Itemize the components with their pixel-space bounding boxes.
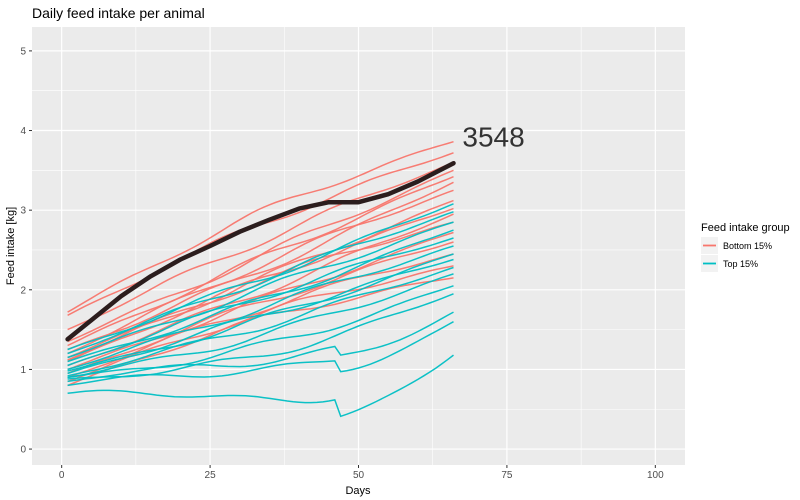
legend: Feed intake group Bottom 15% Top 15%	[701, 222, 790, 272]
series-line	[67, 258, 454, 375]
series-line	[67, 189, 454, 355]
series-line	[67, 273, 454, 379]
series-line	[67, 161, 454, 331]
series-line	[67, 221, 454, 359]
series-line	[67, 237, 454, 367]
y-axis-ticks: 0 1 2 3 4 5	[20, 46, 32, 456]
legend-label: Top 15%	[723, 259, 758, 269]
legend-label: Bottom 15%	[723, 241, 772, 251]
y-tick-label: 5	[20, 46, 26, 57]
series-line	[67, 354, 454, 418]
highlight-series	[65, 160, 456, 342]
x-tick-label: 100	[647, 470, 664, 481]
series-line	[67, 140, 454, 313]
series-line	[67, 321, 454, 387]
chart-title: Daily feed intake per animal	[32, 5, 205, 21]
x-tick-label: 25	[205, 470, 217, 481]
highlight-annotation: 3548	[462, 121, 524, 152]
series-line	[67, 266, 454, 377]
x-tick-label: 75	[501, 470, 513, 481]
series-line	[67, 241, 454, 375]
series-line	[67, 245, 454, 371]
x-tick-label: 50	[353, 470, 365, 481]
series-line	[67, 285, 454, 379]
series-line	[67, 176, 454, 347]
series-line	[67, 211, 454, 355]
x-axis-title: Days	[345, 485, 371, 497]
legend-title: Feed intake group	[701, 222, 790, 234]
y-tick-label: 0	[20, 445, 26, 456]
highlight-line	[65, 160, 456, 342]
y-tick-label: 2	[20, 285, 26, 296]
y-tick-label: 1	[20, 365, 26, 376]
y-axis-title: Feed intake [kg]	[5, 207, 17, 285]
series-line	[67, 181, 454, 351]
series-line	[67, 311, 454, 383]
series-line	[67, 207, 454, 363]
x-tick-label: 0	[59, 470, 65, 481]
y-tick-label: 3	[20, 206, 26, 217]
series-line	[67, 253, 454, 372]
x-axis-ticks: 0 25 50 75 100	[59, 465, 664, 481]
y-tick-label: 4	[20, 126, 26, 137]
